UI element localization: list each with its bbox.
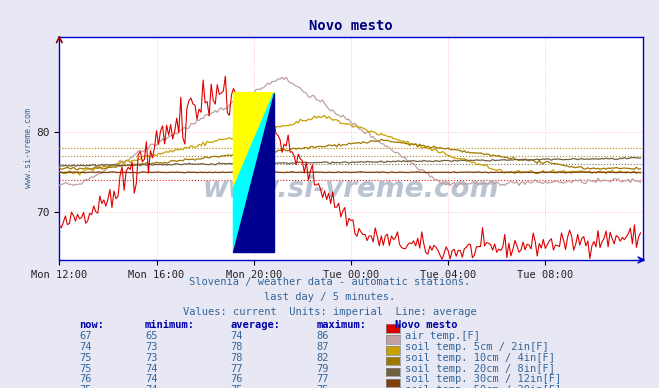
Text: soil temp. 5cm / 2in[F]: soil temp. 5cm / 2in[F]: [405, 342, 549, 352]
Text: 74: 74: [145, 385, 158, 388]
Text: 78: 78: [231, 342, 243, 352]
Text: Novo mesto: Novo mesto: [395, 320, 458, 330]
Text: 78: 78: [231, 353, 243, 363]
Text: 77: 77: [316, 374, 329, 385]
Polygon shape: [233, 93, 274, 252]
Text: Slovenia / weather data - automatic stations.: Slovenia / weather data - automatic stat…: [189, 277, 470, 288]
Text: 74: 74: [145, 374, 158, 385]
Text: 77: 77: [231, 364, 243, 374]
Text: 74: 74: [231, 331, 243, 341]
Text: 75: 75: [316, 385, 329, 388]
Text: 73: 73: [145, 342, 158, 352]
Polygon shape: [233, 93, 274, 252]
Text: now:: now:: [79, 320, 104, 330]
Text: average:: average:: [231, 320, 281, 330]
Text: Values: current  Units: imperial  Line: average: Values: current Units: imperial Line: av…: [183, 307, 476, 317]
Text: 79: 79: [316, 364, 329, 374]
Text: 75: 75: [231, 385, 243, 388]
Text: 87: 87: [316, 342, 329, 352]
Text: 86: 86: [316, 331, 329, 341]
Text: www.si-vreme.com: www.si-vreme.com: [203, 175, 499, 203]
Text: 65: 65: [145, 331, 158, 341]
Text: 73: 73: [145, 353, 158, 363]
Polygon shape: [233, 93, 274, 188]
Text: 75: 75: [79, 364, 92, 374]
Text: minimum:: minimum:: [145, 320, 195, 330]
Text: 76: 76: [79, 374, 92, 385]
Text: 75: 75: [79, 353, 92, 363]
Text: 76: 76: [231, 374, 243, 385]
Text: air temp.[F]: air temp.[F]: [405, 331, 480, 341]
Text: 74: 74: [79, 342, 92, 352]
Text: 67: 67: [79, 331, 92, 341]
Text: last day / 5 minutes.: last day / 5 minutes.: [264, 292, 395, 302]
Text: soil temp. 10cm / 4in[F]: soil temp. 10cm / 4in[F]: [405, 353, 556, 363]
Text: 74: 74: [145, 364, 158, 374]
Text: maximum:: maximum:: [316, 320, 366, 330]
Title: Novo mesto: Novo mesto: [309, 19, 393, 33]
Text: 75: 75: [79, 385, 92, 388]
Text: soil temp. 20cm / 8in[F]: soil temp. 20cm / 8in[F]: [405, 364, 556, 374]
Text: 82: 82: [316, 353, 329, 363]
Y-axis label: www.si-vreme.com: www.si-vreme.com: [24, 108, 34, 189]
Text: soil temp. 50cm / 20in[F]: soil temp. 50cm / 20in[F]: [405, 385, 561, 388]
Text: soil temp. 30cm / 12in[F]: soil temp. 30cm / 12in[F]: [405, 374, 561, 385]
